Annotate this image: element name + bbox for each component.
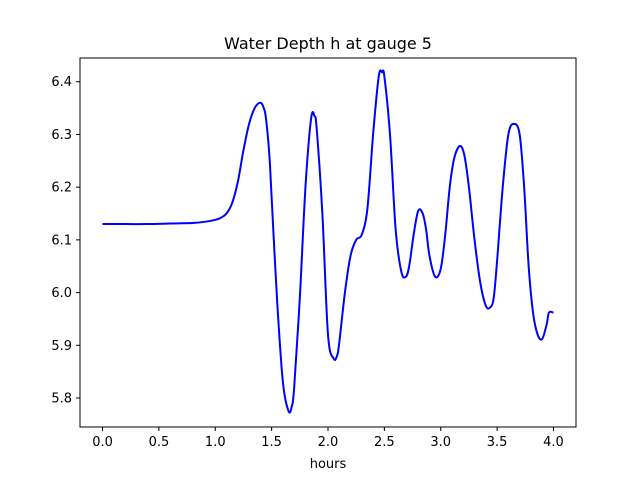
x-tick-label: 1.5	[261, 435, 282, 450]
x-tick-label: 0.0	[92, 435, 113, 450]
plot-area	[79, 57, 577, 428]
x-tick-label: 1.0	[205, 435, 226, 450]
y-tick-label: 6.2	[51, 181, 72, 196]
y-tick-label: 6.4	[51, 75, 72, 90]
series-line	[102, 69, 554, 414]
x-axis: 0.0 0.5 1.0 1.5 2.0 2.5 3.0 3.5 4.0	[92, 427, 564, 450]
y-tick-label: 5.9	[51, 339, 72, 354]
x-tick-label: 4.0	[543, 435, 564, 450]
chart-title: Water Depth h at gauge 5	[224, 34, 432, 53]
x-tick-label: 2.0	[318, 435, 339, 450]
y-tick-label: 6.1	[51, 233, 72, 248]
x-tick-label: 3.0	[430, 435, 451, 450]
x-axis-label: hours	[310, 457, 347, 472]
plot-frame	[79, 57, 577, 428]
x-tick-label: 3.5	[487, 435, 508, 450]
y-tick-label: 6.3	[51, 128, 72, 143]
y-axis: 5.8 5.9 6.0 6.1 6.2 6.3 6.4	[51, 75, 80, 407]
y-tick-label: 6.0	[51, 286, 72, 301]
x-tick-label: 0.5	[149, 435, 170, 450]
y-tick-label: 5.8	[51, 392, 72, 407]
x-tick-label: 2.5	[374, 435, 395, 450]
